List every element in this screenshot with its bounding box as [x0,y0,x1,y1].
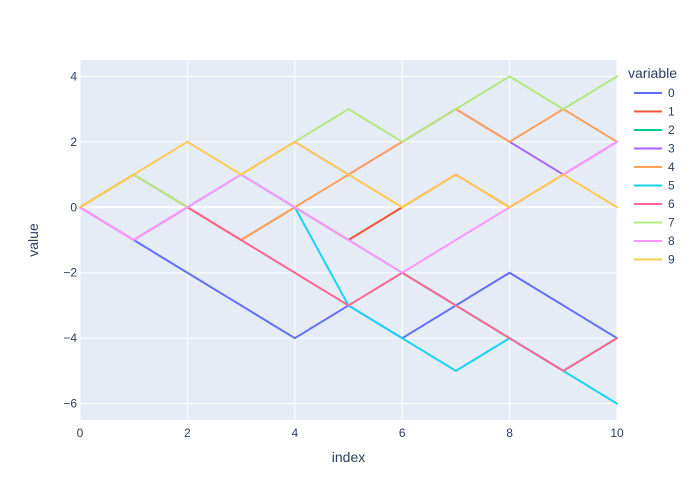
legend-item-1[interactable]: 1 [634,105,675,119]
legend-item-8[interactable]: 8 [634,234,675,248]
legend[interactable]: variable 0 1 2 3 4 5 6 7 8 9 [628,65,677,267]
x-tick-label: 4 [291,426,298,440]
x-tick-label: 6 [399,426,406,440]
legend-item-4[interactable]: 4 [634,160,675,174]
y-axis-ticks: −6 −4 −2 0 2 4 [63,69,77,410]
legend-item-6[interactable]: 6 [634,197,675,211]
legend-item-3[interactable]: 3 [634,142,675,156]
series-lines [79,75,618,405]
y-axis-title: value [25,223,41,257]
x-tick-label: 0 [77,426,84,440]
legend-label: 8 [668,234,675,248]
legend-label: 4 [668,160,675,174]
legend-item-2[interactable]: 2 [634,123,675,137]
legend-label: 0 [668,86,675,100]
x-axis-ticks: 0 2 4 6 8 10 [77,426,624,440]
y-tick-label: −2 [63,266,77,280]
x-tick-label: 10 [610,426,624,440]
legend-label: 6 [668,197,675,211]
legend-item-9[interactable]: 9 [634,253,675,267]
y-tick-label: 2 [70,135,77,149]
legend-label: 5 [668,179,675,193]
legend-label: 7 [668,216,675,230]
legend-label: 1 [668,105,675,119]
legend-item-5[interactable]: 5 [634,179,675,193]
y-tick-label: 0 [70,200,77,214]
legend-label: 9 [668,253,675,267]
legend-items[interactable]: 0 1 2 3 4 5 6 7 8 9 [634,86,675,267]
x-tick-label: 8 [506,426,513,440]
x-axis-title: index [332,449,365,465]
y-tick-label: −4 [63,331,77,345]
series-line-7 [79,75,618,209]
legend-item-0[interactable]: 0 [634,86,675,100]
grid-lines [79,60,618,420]
legend-label: 2 [668,123,675,137]
legend-label: 3 [668,142,675,156]
y-tick-label: −6 [63,397,77,411]
series-line-9 [79,140,618,209]
y-tick-label: 4 [70,69,77,83]
legend-title: variable [628,65,677,81]
x-tick-label: 2 [184,426,191,440]
legend-item-7[interactable]: 7 [634,216,675,230]
